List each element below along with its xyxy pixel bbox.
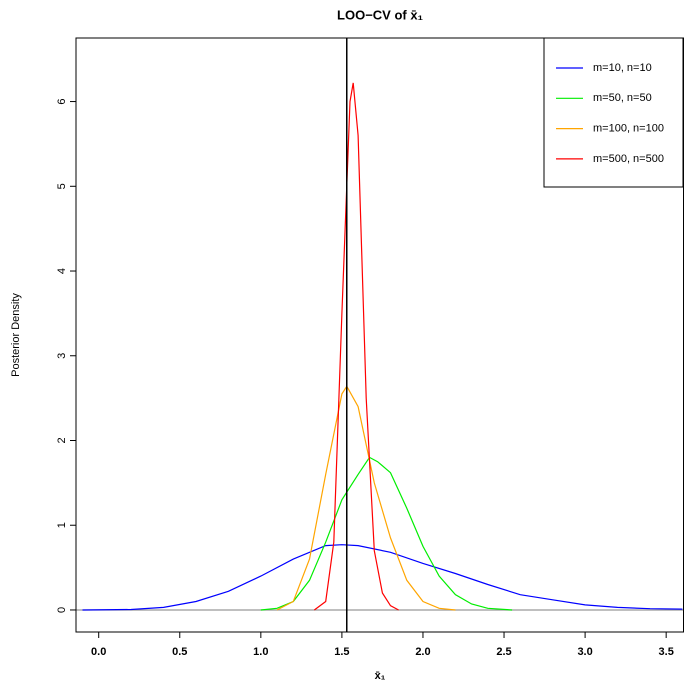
series-line: [313, 82, 399, 611]
legend-label: m=500, n=500: [593, 153, 664, 165]
x-tick-label: 3.5: [659, 646, 674, 658]
y-tick-label: 3: [56, 353, 68, 359]
y-tick-label: 2: [56, 437, 68, 443]
plot-area: [76, 38, 684, 632]
x-tick-label: 3.0: [577, 646, 592, 658]
x-tick-label: 1.0: [253, 646, 268, 658]
x-tick-label: 2.0: [415, 646, 430, 658]
y-tick-label: 1: [56, 522, 68, 528]
x-tick-label: 0.5: [172, 646, 187, 658]
y-tick-label: 5: [56, 183, 68, 189]
x-axis-label: x̄₁: [375, 670, 386, 682]
x-tick-label: 1.5: [334, 646, 349, 658]
y-tick-label: 0: [56, 607, 68, 613]
y-tick-label: 4: [56, 268, 68, 274]
legend-label: m=50, n=50: [593, 92, 652, 104]
x-tick-label: 2.5: [496, 646, 511, 658]
y-tick-label: 6: [56, 98, 68, 104]
x-tick-label: 0.0: [91, 646, 106, 658]
chart-title: LOO−CV of x̄₁: [337, 7, 423, 22]
legend-box: [543, 37, 684, 188]
legend-label: m=100, n=100: [593, 123, 664, 135]
series-line: [260, 456, 513, 611]
series-line: [82, 544, 683, 611]
legend-label: m=10, n=10: [593, 62, 652, 74]
y-axis-label: Posterior Density: [10, 293, 22, 377]
series-line: [276, 385, 456, 611]
